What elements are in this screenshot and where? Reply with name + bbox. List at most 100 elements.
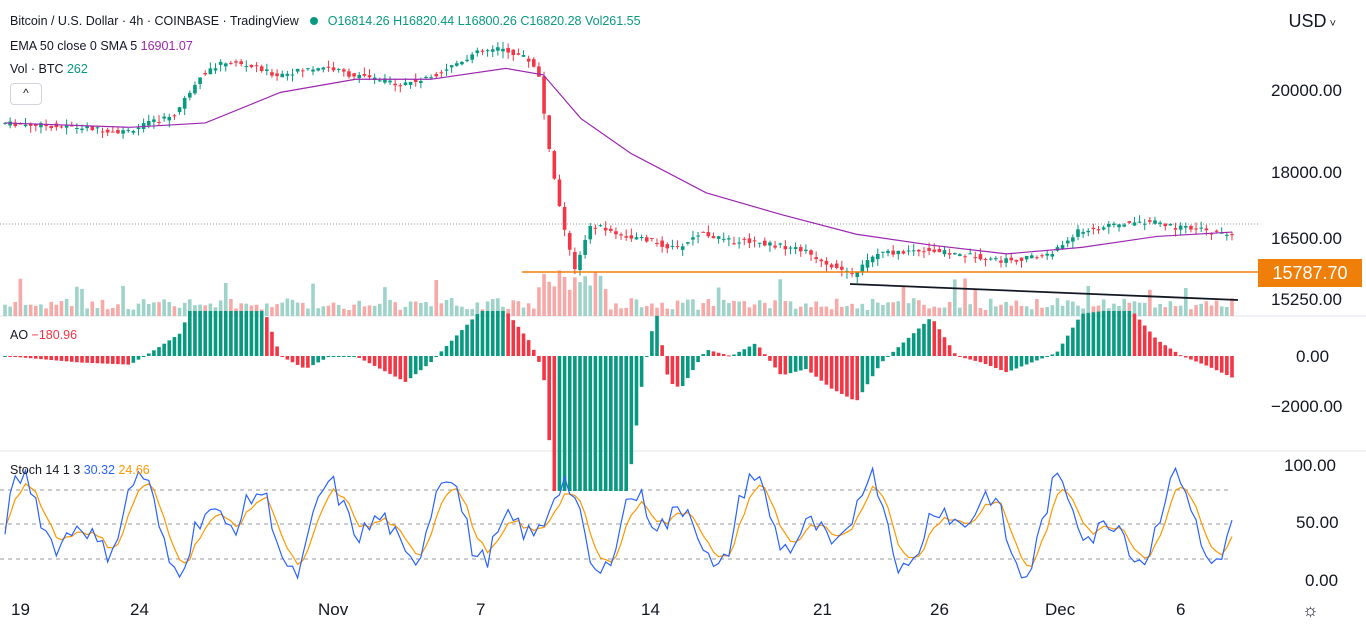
candle-body (932, 249, 937, 252)
volume-bar (1004, 301, 1008, 316)
ao-bar (347, 356, 351, 357)
ao-bar (516, 326, 521, 356)
volume-bar (44, 308, 48, 316)
candle-body (1076, 229, 1080, 237)
candle-body (798, 247, 803, 252)
volume-bar (942, 307, 947, 316)
volume-bar (629, 298, 634, 316)
time-tick: Nov (318, 600, 349, 619)
candle-body (229, 63, 233, 65)
collapse-legend-button[interactable]: ^ (10, 83, 42, 105)
candle-body (300, 70, 305, 72)
ao-bar (1230, 356, 1234, 378)
candle-body (28, 123, 33, 126)
candle-body (742, 238, 747, 240)
ao-bar (100, 356, 105, 364)
ao-bar (1178, 355, 1183, 357)
volume-bar (218, 300, 223, 316)
ao-bar (501, 311, 505, 356)
candle-body (429, 77, 433, 79)
ao-bar (634, 356, 639, 426)
candle-body (434, 74, 439, 77)
price-tick: 20000.00 (1271, 81, 1342, 100)
candle-body (285, 73, 290, 76)
candle-body (306, 68, 310, 70)
ao-bar (757, 347, 762, 356)
ao-bar (917, 328, 921, 356)
candle-body (860, 264, 865, 273)
ao-bar (906, 337, 911, 356)
candle-body (136, 127, 141, 130)
candle-body (793, 247, 798, 250)
candle-body (193, 84, 197, 94)
candle-body (686, 242, 690, 244)
volume-bar (342, 308, 346, 316)
ao-bar (336, 356, 341, 357)
volume-bar (711, 305, 716, 316)
ao-bar (922, 323, 926, 356)
ao-bar (608, 356, 613, 491)
volume-bar (352, 304, 356, 316)
volume-bar (347, 309, 351, 316)
candle-body (249, 64, 254, 68)
ao-bar (470, 319, 474, 356)
ao-bar (999, 356, 1003, 371)
volume-bar (701, 303, 706, 316)
volume-bar (34, 305, 38, 316)
ao-bar (1158, 341, 1162, 356)
ema-legend[interactable]: EMA 50 close 0 SMA 5 16901.07 (10, 39, 193, 53)
candle-body (552, 151, 557, 179)
volume-bar (947, 302, 952, 316)
candle-body (1050, 254, 1055, 257)
volume-bar (855, 308, 860, 316)
volume-legend[interactable]: Vol · BTC 262 (10, 62, 88, 76)
candle-body (177, 107, 182, 113)
ao-bar (1137, 319, 1142, 356)
chevron-down-icon: ˅ (1326, 18, 1336, 30)
currency-selector[interactable]: USD ˅ (1289, 11, 1337, 32)
volume-bar (793, 308, 798, 316)
candle-body (1153, 220, 1157, 224)
ao-bar (1096, 311, 1101, 356)
ao-bar (413, 356, 418, 375)
ao-bar (357, 356, 362, 358)
volume-bar (716, 287, 721, 316)
candle-body (152, 119, 156, 122)
stoch-legend[interactable]: Stoch 14 1 3 30.32 24.66 (10, 463, 150, 477)
candle-body (906, 250, 911, 252)
candle-body (388, 80, 392, 83)
ao-legend[interactable]: AO −180.96 (10, 328, 77, 342)
candle-body (490, 49, 495, 52)
ao-bar (367, 356, 372, 364)
candle-body (1112, 223, 1116, 225)
ao-bar (475, 314, 480, 356)
candle-body (952, 253, 957, 255)
stoch-tick: 100.00 (1284, 456, 1336, 475)
gear-icon[interactable]: ☼ (1302, 600, 1319, 620)
ao-bar (639, 356, 644, 387)
volume-bar (90, 301, 95, 316)
candle-body (747, 238, 752, 243)
volume-bar (994, 306, 998, 316)
ao-bar (1101, 311, 1106, 356)
ao-label: AO (10, 328, 29, 342)
volume-bar (449, 298, 454, 316)
volume-bar (537, 287, 541, 316)
price-tick: 15250.00 (1271, 290, 1342, 309)
candle-body (1045, 253, 1049, 256)
ao-bar (644, 356, 649, 357)
volume-bar (952, 279, 957, 316)
candle-body (398, 85, 403, 87)
volume-bar (670, 309, 675, 316)
volume-bar (1209, 305, 1214, 316)
candle-body (475, 50, 480, 54)
volume-bar (424, 301, 428, 316)
candle-body (460, 62, 464, 65)
ao-bar (1004, 356, 1008, 373)
ao-bar (1122, 311, 1126, 356)
ao-bar (1040, 356, 1044, 359)
candle-body (819, 259, 824, 262)
candle-body (614, 231, 618, 235)
volume-bar (1137, 302, 1142, 316)
